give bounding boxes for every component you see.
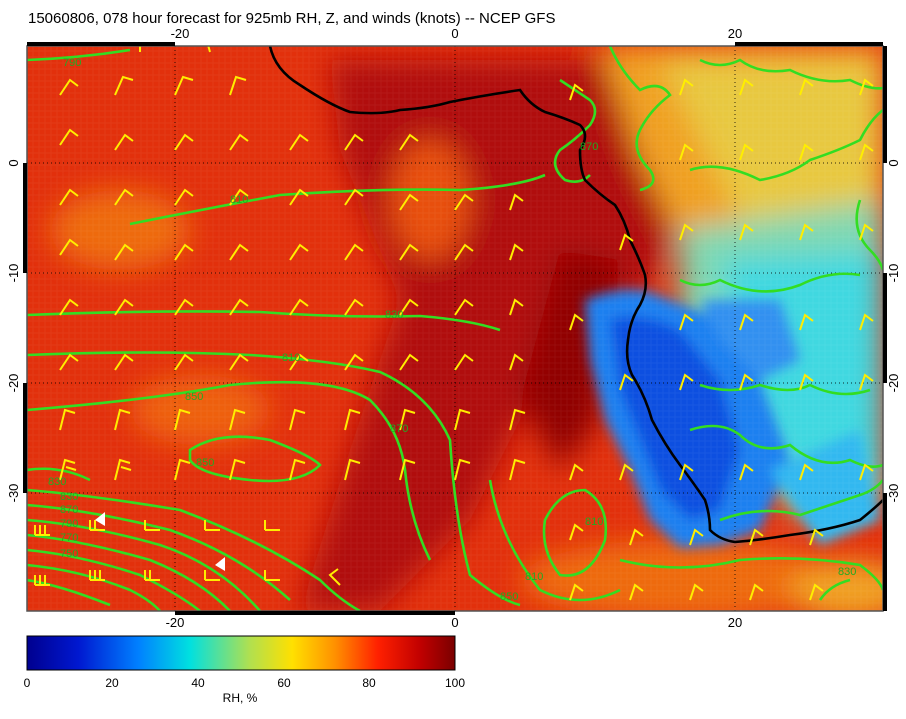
lon-tick-top: -20 [171, 26, 190, 41]
colorbar-tick: 20 [105, 676, 119, 690]
lon-tick-bottom: 0 [451, 615, 458, 630]
contour-label: 850 [196, 457, 214, 469]
contour-label: 850 [185, 391, 203, 403]
figure-title: 15060806, 078 hour forecast for 925mb RH… [28, 10, 556, 27]
contour-label: 830 [838, 566, 856, 578]
contour-label: 830 [385, 309, 403, 321]
colorbar-title: RH, % [222, 691, 258, 705]
colorbar-tick: 60 [277, 676, 291, 690]
lat-tick-left: -10 [6, 264, 21, 283]
contour-labels: 790 810 830 850 870 810 850 830 790 850 … [48, 57, 856, 603]
contour-label: 750 [60, 548, 78, 560]
lon-tick-top: 0 [451, 26, 458, 41]
lat-tick-left: -30 [6, 484, 21, 503]
colorbar-tick: 100 [444, 676, 466, 690]
lon-tick-bottom: -20 [166, 615, 185, 630]
colorbar-tick: 40 [191, 676, 205, 690]
contour-label: 810 [282, 352, 300, 364]
contour-label: 870 [580, 141, 598, 153]
contour-label: 830 [60, 491, 78, 503]
rh-field [27, 46, 883, 611]
pennants [95, 512, 225, 571]
wind-barbs [34, 46, 874, 601]
colorbar [26, 635, 456, 671]
lat-tick-right: -10 [886, 264, 901, 283]
contour-label: 850 [500, 591, 518, 603]
lat-tick-left: 0 [6, 159, 21, 166]
contour-label: 810 [230, 194, 248, 206]
lat-tick-right: 0 [886, 159, 901, 166]
contour-label: 870 [390, 423, 408, 435]
lat-tick-right: -30 [886, 484, 901, 503]
contour-label: 810 [585, 516, 603, 528]
contour-label: 810 [525, 571, 543, 583]
lat-tick-right: -20 [886, 374, 901, 393]
lat-tick-left: -20 [6, 374, 21, 393]
contour-label: 790 [63, 57, 81, 69]
contour-label: 790 [60, 518, 78, 530]
contour-label: 870 [60, 504, 78, 516]
contour-label: 770 [60, 532, 78, 544]
colorbar-tick: 0 [23, 676, 31, 690]
lon-tick-top: 20 [728, 26, 742, 41]
coastline [268, 46, 883, 544]
height-contours [27, 46, 883, 611]
colorbar-tick: 80 [362, 676, 376, 690]
frame-bars [23, 42, 887, 615]
lon-tick-bottom: 20 [728, 615, 742, 630]
contour-label: 830 [48, 476, 66, 488]
